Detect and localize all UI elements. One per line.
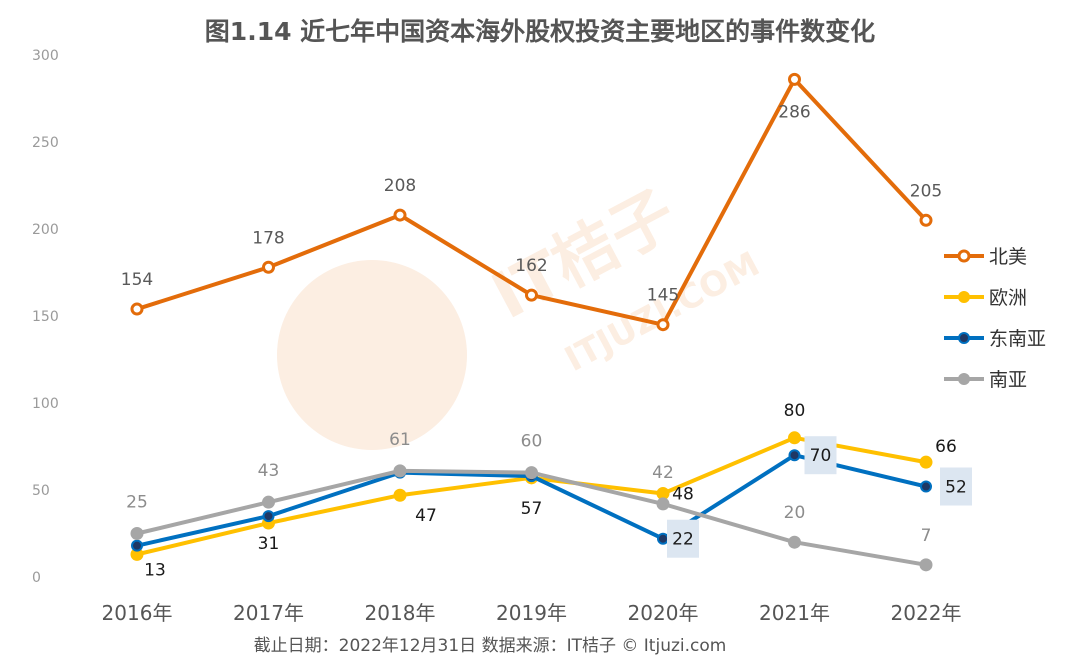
data-label: 145 [647,286,679,306]
data-point [525,288,538,302]
y-axis: 0 50 100 150 200 250 300 [32,48,59,586]
data-label: 52 [945,478,967,498]
footer-source: 截止日期：2022年12月31日 数据来源：IT桔子 © Itjuzi.com [254,636,727,656]
x-tick-label: 2019年 [496,601,567,625]
data-label: 22 [672,530,694,550]
x-axis: 2016年 2017年 2018年 2019年 2020年 2021年 2022年 [102,601,962,625]
data-point [919,455,933,469]
legend-marker [957,249,971,263]
data-label: 178 [252,228,284,248]
data-label: 7 [921,526,932,546]
legend-label: 北美 [989,246,1027,268]
data-label: 80 [784,401,806,421]
x-tick-label: 2016年 [102,601,173,625]
data-label: 31 [258,534,280,554]
x-tick-label: 2018年 [365,601,436,625]
data-point [920,480,932,493]
data-point [130,527,144,540]
legend-marker [958,291,970,303]
x-tick-label: 2020年 [628,601,699,625]
data-point [919,213,933,227]
data-point [393,208,407,222]
data-label: 205 [910,181,942,201]
data-point [788,72,801,86]
data-label: 154 [121,270,153,290]
data-point [393,464,407,478]
data-point [130,302,144,316]
data-label: 286 [778,102,810,122]
data-point [919,558,933,572]
data-label: 60 [521,432,543,452]
data-label-box [940,467,972,506]
orange-slice-icon [277,260,467,450]
data-point [262,260,275,274]
watermark: IT桔子 ITJUZI.COM [277,177,766,450]
y-tick-label: 0 [32,570,41,586]
data-point [656,318,670,332]
data-label: 48 [672,484,694,504]
plot-area [130,72,933,572]
data-label: 70 [810,446,832,466]
x-tick-label: 2017年 [233,601,304,625]
data-point [262,495,275,509]
data-label-box [804,436,837,475]
y-tick-label: 250 [32,135,59,151]
data-point [262,510,275,523]
data-point [788,449,801,462]
data-label: 162 [515,256,547,276]
data-point [393,488,407,502]
y-tick-label: 50 [32,483,50,499]
legend-label: 南亚 [989,369,1027,391]
data-label-box [667,519,699,558]
x-tick-label: 2022年 [891,601,962,625]
data-point [656,497,670,511]
data-label: 43 [258,461,280,481]
legend-marker [958,332,970,344]
data-label: 47 [415,506,437,526]
legend-label: 欧洲 [989,287,1027,309]
data-label: 61 [389,430,411,450]
data-label: 20 [784,503,806,523]
y-tick-label: 300 [32,48,59,64]
data-point [525,466,538,480]
data-labels: 154 178 208 162 145 286 205 13 31 47 57 48 80 66 22 70 5… [121,102,972,580]
data-label: 13 [144,560,166,580]
legend-marker [958,373,970,385]
chart-title: 图1.14 近七年中国资本海外股权投资主要地区的事件数变化 [205,17,875,46]
data-point [788,535,801,549]
data-point [788,431,801,445]
data-point [657,532,669,545]
data-label: 57 [521,499,543,519]
x-tick-label: 2021年 [759,601,830,625]
data-label: 66 [935,437,957,457]
y-tick-label: 200 [32,222,59,238]
data-point [131,539,143,552]
data-label: 25 [126,493,148,513]
y-tick-label: 100 [32,396,59,412]
data-label: 208 [384,176,416,196]
data-label: 42 [652,463,674,483]
legend-label: 东南亚 [989,328,1046,350]
y-tick-label: 150 [32,309,59,325]
